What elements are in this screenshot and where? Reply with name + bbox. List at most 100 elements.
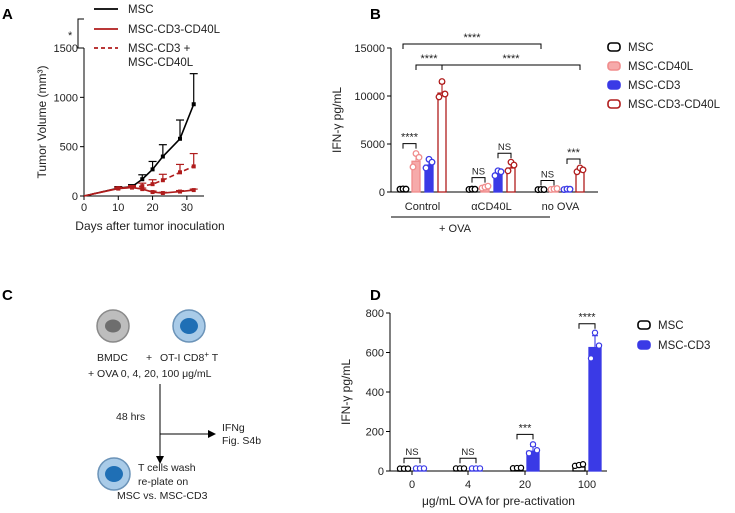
data-point	[178, 189, 182, 194]
comparison-bracket	[516, 433, 534, 440]
legend-swatch-0	[637, 320, 651, 330]
x-axis-label: μg/mL OVA for pre-activation	[422, 494, 575, 508]
data-point	[160, 191, 165, 196]
comparison-bracket	[540, 179, 555, 186]
legend-label: MSC	[128, 4, 154, 16]
arrow-head-right-icon	[208, 430, 216, 438]
data-point	[409, 163, 417, 171]
data-point	[140, 184, 145, 189]
bmdc-nucleus-icon	[105, 319, 121, 333]
comparison-label: NS	[472, 167, 485, 178]
y-tick-label: 0	[72, 191, 78, 203]
legend-label: MSC-CD3	[658, 340, 710, 352]
data-point	[150, 190, 155, 195]
ova-doses-label: + OVA 0, 4, 20, 100 μg/mL	[88, 368, 212, 380]
group-label: + OVA	[439, 223, 472, 235]
comparison-label: ****	[502, 53, 520, 65]
data-point	[191, 164, 196, 169]
comparison-bracket	[403, 457, 421, 464]
y-tick-label: 5000	[361, 139, 385, 151]
panel-label-d: D	[370, 287, 381, 304]
category-label: 20	[519, 479, 531, 491]
comparison-label: NS	[461, 447, 474, 458]
series-line-0	[83, 103, 195, 197]
data-point	[428, 158, 436, 166]
data-point	[435, 93, 443, 101]
data-point	[140, 177, 145, 182]
significance-bracket	[77, 18, 84, 49]
panel-label-b: B	[370, 6, 381, 23]
data-point	[160, 178, 165, 183]
y-tick-label: 0	[378, 466, 384, 478]
legend-label: MSC-CD40L	[128, 57, 194, 69]
y-tick-label: 500	[60, 142, 78, 154]
data-point	[533, 447, 541, 454]
category-label: no OVA	[542, 201, 580, 213]
category-label: Control	[405, 201, 440, 213]
data-point	[140, 187, 145, 192]
comparison-bracket	[566, 158, 581, 164]
category-label: 4	[465, 479, 471, 491]
data-point	[160, 154, 165, 159]
comparison-label: ***	[519, 422, 533, 434]
category-label: 100	[578, 479, 596, 491]
legend-swatch-1	[637, 340, 651, 350]
data-point	[525, 450, 533, 457]
duration-label: 48 hrs	[116, 411, 145, 423]
legend-label: MSC	[658, 320, 684, 332]
y-tick-label: 0	[379, 187, 385, 199]
data-point	[491, 172, 499, 180]
data-point	[553, 185, 561, 193]
data-point	[579, 166, 587, 174]
y-tick-label: 10000	[354, 91, 385, 103]
data-point	[460, 465, 468, 472]
significance-label: *	[68, 30, 73, 42]
comparison-bracket	[471, 177, 486, 183]
x-tick-label: 20	[146, 202, 158, 214]
data-point	[402, 185, 410, 193]
data-point	[595, 342, 603, 349]
data-point	[587, 355, 595, 362]
comparison-label: ***	[567, 147, 581, 159]
comparison-label: ****	[420, 53, 438, 65]
data-point	[178, 136, 182, 141]
ot1-label: OT-I CD8+ T	[160, 350, 219, 365]
x-tick-label: 30	[181, 202, 193, 214]
legend-swatch-1	[607, 61, 621, 71]
data-point	[150, 167, 155, 172]
t-cell-nucleus-icon-2	[105, 466, 123, 482]
data-point	[497, 168, 505, 176]
data-point	[529, 441, 537, 448]
x-tick-label: 10	[112, 202, 124, 214]
data-point	[130, 185, 134, 190]
data-point	[178, 170, 182, 175]
branch-label-1: IFNg	[222, 422, 245, 434]
comparison-bracket	[402, 143, 417, 149]
plus-sign: +	[146, 352, 152, 364]
y-axis-label: IFN-γ pg/mL	[339, 359, 353, 425]
step-label-1: T cells wash	[138, 462, 196, 474]
data-point	[591, 329, 599, 336]
comparison-bracket	[459, 457, 477, 464]
category-label: αCD40L	[471, 201, 512, 213]
comparison-bracket	[578, 323, 596, 329]
y-tick-label: 1000	[54, 92, 78, 104]
legend-label: MSC-CD3 +	[128, 43, 191, 55]
t-cell-nucleus-icon	[180, 318, 198, 334]
legend-swatch-0	[607, 42, 621, 52]
series-line-1	[83, 186, 194, 197]
bmdc-label: BMDC	[97, 352, 128, 364]
data-point	[420, 465, 428, 472]
y-axis-label: Tumor Volume (mm³)	[35, 66, 49, 179]
data-point	[415, 153, 423, 161]
legend-label: MSC	[628, 42, 654, 54]
y-tick-label: 800	[366, 308, 384, 320]
data-point	[191, 102, 196, 107]
legend-label: MSC-CD3-CD40L	[628, 99, 721, 111]
data-point	[504, 167, 512, 175]
data-point	[517, 464, 525, 472]
data-point	[566, 185, 574, 193]
y-axis-label: IFN-γ pg/mL	[330, 87, 344, 153]
arrow-head-down-icon	[156, 456, 164, 464]
